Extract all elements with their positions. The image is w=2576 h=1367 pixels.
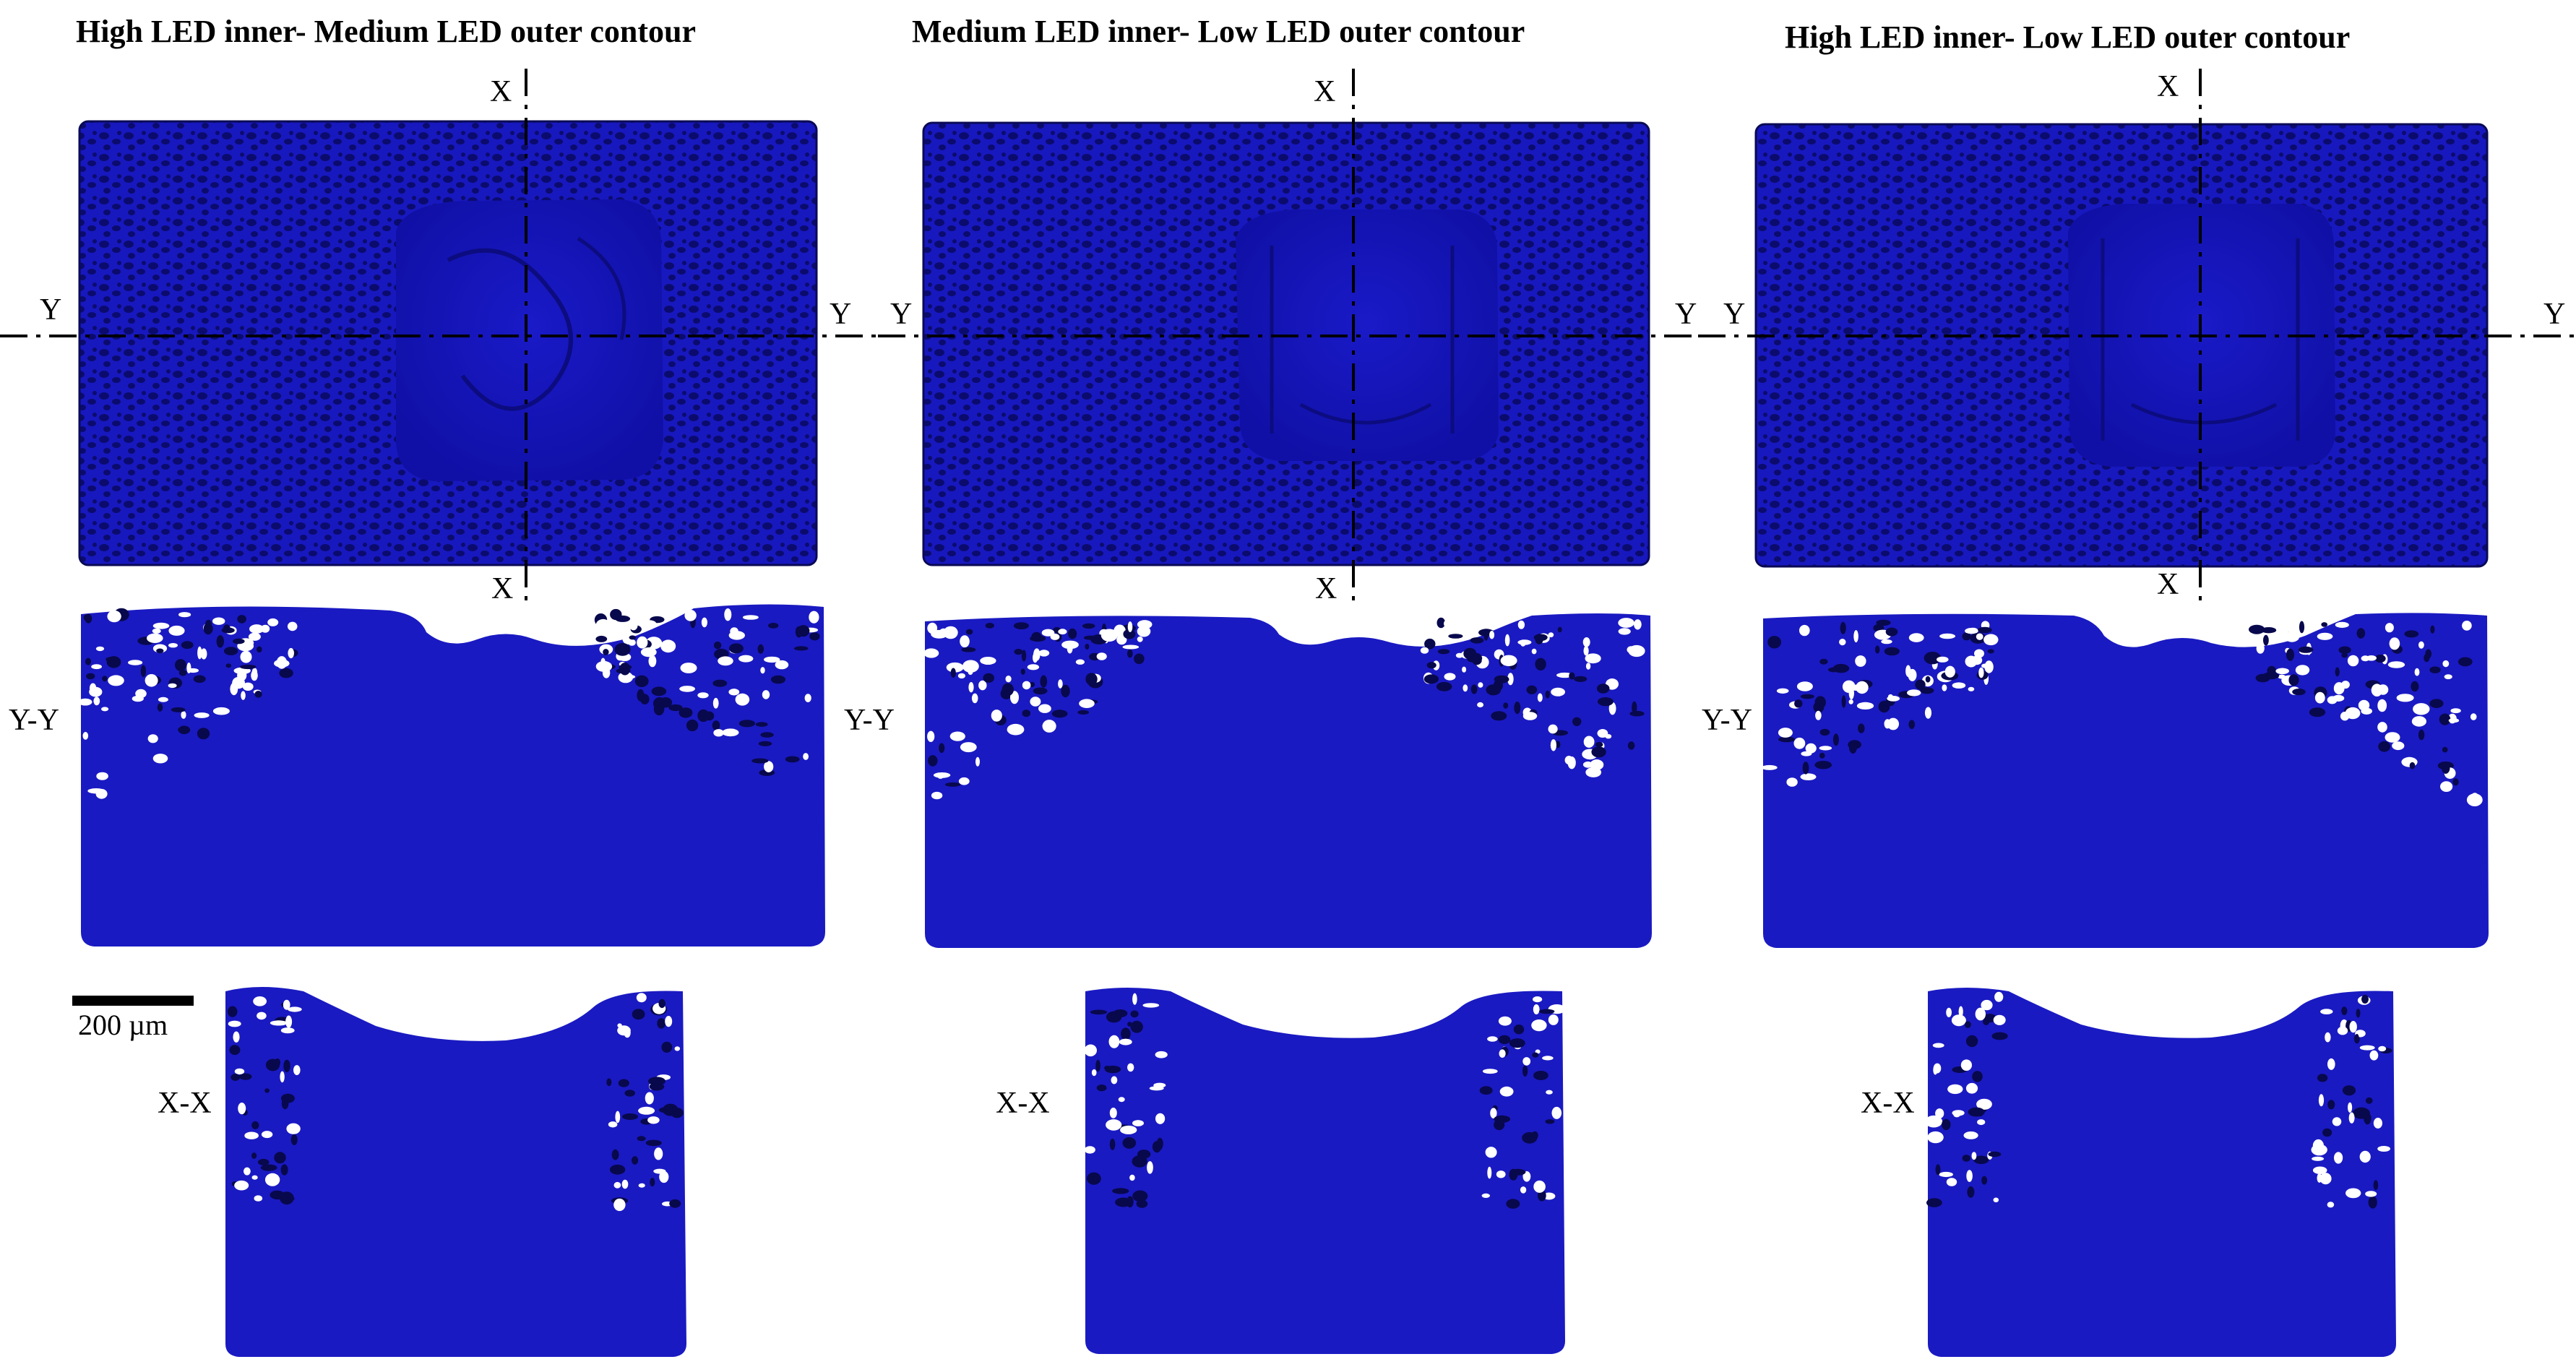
- panel-2-xx-section: [1085, 988, 1565, 1354]
- panel-1-xx-section: [225, 987, 686, 1357]
- panel-1-x-bottom-label: X: [491, 572, 513, 605]
- panel-1-top-view: [78, 120, 818, 566]
- panel-1-y-right-label: Y: [830, 298, 851, 331]
- panel-2-y-right-label: Y: [1675, 298, 1697, 331]
- panel-1-xx-label: X-X: [158, 1087, 212, 1120]
- panel-3-yy-section: [1763, 613, 2489, 948]
- panel-3-y-left-label: Y: [1723, 298, 1745, 331]
- xx-pores: [227, 991, 2392, 1212]
- yy-pores: [78, 608, 2483, 806]
- panel-3-x-bottom-label: X: [2157, 568, 2179, 601]
- panel-1-y-left-label: Y: [40, 293, 61, 327]
- panel-3-xx-label: X-X: [1861, 1087, 1915, 1120]
- panel-2-x-top-label: X: [1314, 75, 1335, 108]
- panel-2-xx-label: X-X: [996, 1087, 1050, 1120]
- panel-3-yy-label: Y-Y: [1702, 704, 1752, 737]
- panel-2-top-view: [922, 121, 1650, 566]
- scale-bar: [72, 996, 194, 1006]
- panel-3-y-right-label: Y: [2543, 298, 2565, 331]
- panel-2-x-bottom-label: X: [1315, 572, 1337, 605]
- panel-1-yy-section: [81, 604, 825, 946]
- panel-3-xx-section: [1928, 988, 2396, 1357]
- panel-2-yy-section: [925, 613, 1652, 948]
- panel-1-yy-label: Y-Y: [9, 704, 59, 737]
- panel-1-title: High LED inner- Medium LED outer contour: [76, 14, 696, 49]
- panel-3-title: High LED inner- Low LED outer contour: [1785, 20, 2350, 55]
- panel-2-title: Medium LED inner- Low LED outer contour: [912, 14, 1525, 49]
- panel-2-y-left-label: Y: [890, 298, 912, 331]
- panel-3-x-top-label: X: [2157, 70, 2179, 103]
- panel-3-top-view: [1754, 123, 2489, 568]
- panel-1-x-top-label: X: [490, 75, 512, 108]
- scale-bar-label: 200 µm: [78, 1009, 168, 1041]
- panel-2-yy-label: Y-Y: [844, 704, 895, 737]
- section-lines: [0, 69, 2576, 607]
